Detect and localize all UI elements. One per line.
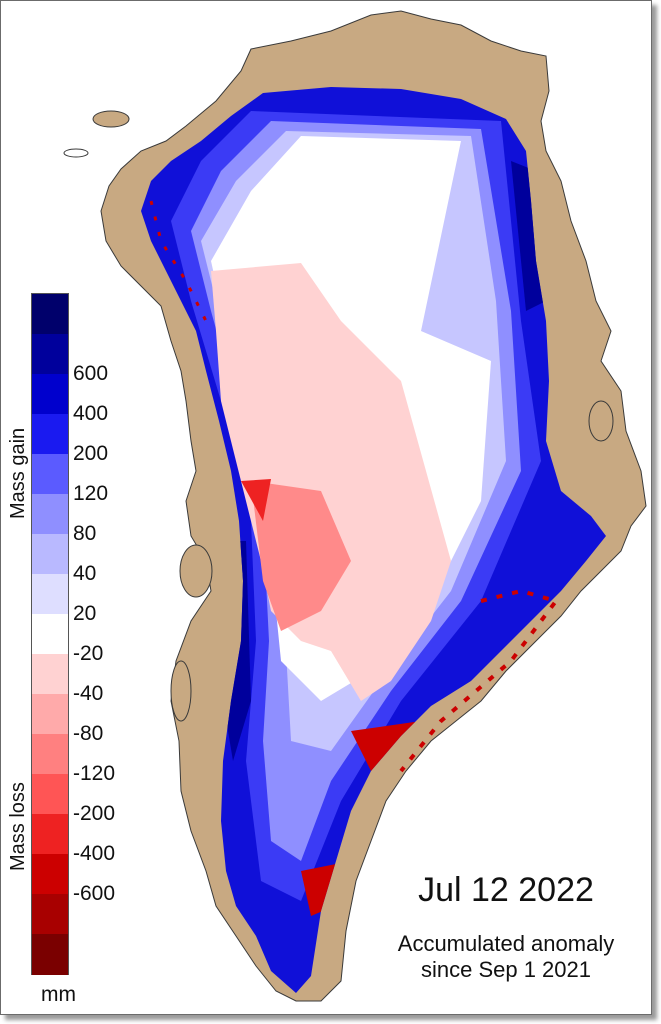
- legend-swatch: [32, 814, 68, 855]
- legend-gain-title: Mass gain: [7, 427, 29, 519]
- legend-tick-label: 40: [73, 562, 97, 585]
- legend-tick-label: 200: [73, 442, 109, 465]
- legend-swatch: [32, 494, 68, 535]
- map-date: Jul 12 2022: [418, 871, 594, 909]
- map-note: Accumulated anomaly since Sep 1 2021: [361, 931, 651, 984]
- coastal-loss: [399, 588, 560, 773]
- figure-frame: 600 400 200 120 80 40 20 -20 -40 -80 -120 -200 -400 -…: [0, 0, 652, 1015]
- note-line-2: since Sep 1 2021: [420, 957, 592, 983]
- legend-swatch: [32, 654, 68, 695]
- legend-swatch: [32, 614, 68, 655]
- legend-tick-label: -80: [73, 722, 104, 745]
- legend-tick-label: 600: [73, 362, 109, 385]
- legend-tick-label: -120: [73, 762, 116, 785]
- legend-colorbar: [31, 293, 69, 975]
- legend-tick-label: -600: [73, 882, 116, 905]
- legend-swatch: [32, 534, 68, 575]
- legend-swatch: [32, 374, 68, 415]
- legend-unit: mm: [41, 983, 76, 1006]
- legend-swatch: [32, 894, 68, 935]
- legend-tick-label: 120: [73, 482, 109, 505]
- legend-swatch: [32, 694, 68, 735]
- legend-tick-label: -200: [73, 802, 116, 825]
- island: [588, 400, 614, 442]
- island: [170, 660, 192, 722]
- island: [92, 110, 130, 128]
- legend-swatch: [32, 334, 68, 375]
- legend-tick-label: -400: [73, 842, 116, 865]
- legend-loss-title: Mass loss: [7, 782, 29, 871]
- island: [179, 544, 213, 598]
- note-line-1: Accumulated anomaly: [397, 931, 615, 956]
- legend-swatch: [32, 934, 68, 975]
- legend-tick-label: 80: [73, 522, 97, 545]
- legend-swatch: [32, 454, 68, 495]
- island: [63, 148, 89, 158]
- legend-swatch: [32, 734, 68, 775]
- legend-tick-label: -40: [73, 682, 104, 705]
- legend-tick-label: 20: [73, 602, 97, 625]
- legend-tick-label: -20: [73, 642, 104, 665]
- legend-tick-label: 400: [73, 402, 109, 425]
- legend-swatch: [32, 414, 68, 455]
- greenland-map: [63, 10, 647, 1002]
- legend-swatch: [32, 854, 68, 895]
- legend-swatch: [32, 294, 68, 335]
- coastal-loss: [149, 200, 208, 322]
- legend-swatch: [32, 574, 68, 615]
- legend-swatch: [32, 774, 68, 815]
